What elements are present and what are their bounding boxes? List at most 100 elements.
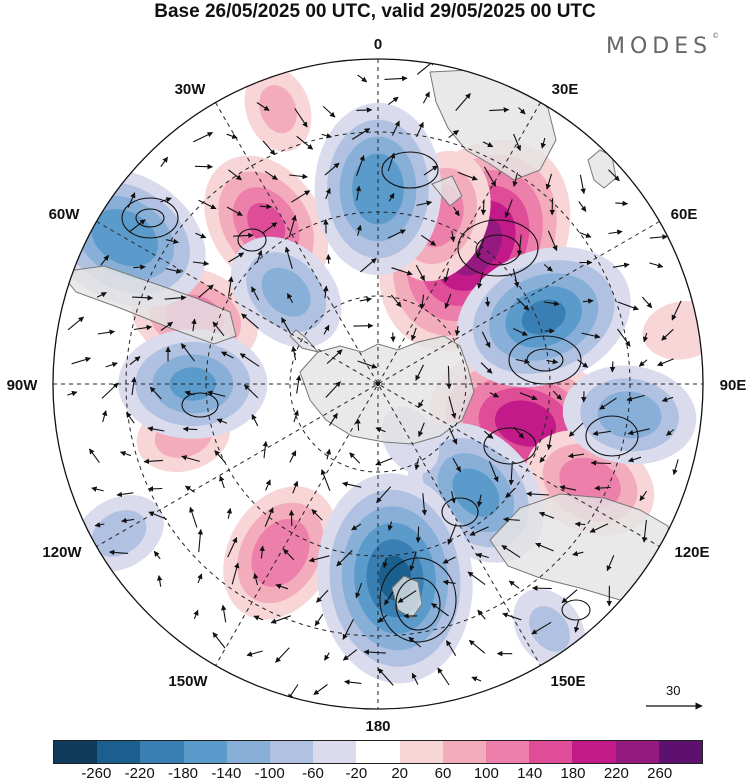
wind-vector: [228, 252, 245, 263]
wind-vector: [253, 615, 264, 621]
wind-vector: [455, 93, 471, 111]
wind-vector: [129, 219, 146, 232]
wind-vector: [468, 639, 486, 654]
wind-vector: [457, 171, 478, 181]
wind-vector: [577, 359, 589, 368]
wind-vector: [476, 494, 483, 508]
wind-vector: [415, 364, 424, 381]
wind-vector: [291, 190, 311, 203]
wind-vector: [384, 75, 408, 82]
wind-vector: [253, 572, 259, 586]
wind-vector: [256, 249, 263, 264]
wind-vector: [314, 613, 324, 627]
wind-vector: [324, 652, 330, 661]
wind-vector: [411, 672, 419, 685]
wind-vector: [197, 528, 204, 553]
wind-vector: [476, 239, 485, 259]
wind-vector: [437, 667, 450, 686]
colorbar-swatch: [270, 741, 314, 763]
wind-vector: [450, 491, 456, 504]
colorbar-swatch: [658, 741, 703, 763]
anomaly-negative-level: [452, 468, 500, 517]
lon-label-120e: 120E: [674, 544, 710, 561]
south-pole-dot: [376, 382, 380, 386]
wind-vector: [642, 332, 649, 343]
wind-vector: [193, 132, 214, 143]
wind-vector: [284, 246, 293, 269]
wind-vector: [544, 300, 560, 307]
wind-vector: [133, 324, 153, 331]
wind-vector: [153, 550, 161, 560]
wind-vector: [311, 509, 323, 521]
wind-vector: [592, 430, 611, 436]
wind-vector: [442, 579, 456, 586]
wind-vector: [489, 392, 500, 398]
wind-vector: [476, 552, 489, 559]
wind-vector: [649, 234, 668, 240]
wind-vector: [390, 294, 402, 308]
wind-vector: [164, 294, 187, 301]
wind-vector: [165, 268, 182, 274]
wind-vector: [156, 575, 163, 587]
wind-vector: [508, 462, 515, 486]
wind-vector: [388, 96, 399, 106]
wind-vector: [251, 414, 259, 427]
wind-vector: [397, 590, 417, 603]
wind-vector: [323, 324, 330, 335]
wind-vector: [454, 326, 461, 336]
wind-vector: [231, 562, 240, 585]
lon-label-30e: 30E: [551, 81, 579, 98]
wind-vector: [513, 426, 525, 439]
wind-vector: [324, 162, 340, 176]
colorbar-tick-label: -60: [302, 765, 324, 782]
brand-name: MODES: [606, 34, 713, 59]
wind-vector: [384, 591, 394, 606]
wind-vector: [100, 254, 110, 266]
wind-vector: [617, 328, 631, 347]
wind-vector: [391, 120, 400, 136]
wind-vector: [594, 485, 611, 491]
wind-vector: [608, 169, 620, 182]
lon-label-90w: 90W: [6, 377, 38, 394]
wind-vector: [149, 386, 162, 400]
wind-vector: [471, 676, 482, 682]
wind-vector: [184, 390, 195, 396]
wind-vector: [160, 197, 172, 203]
wind-vector: [289, 173, 308, 180]
wind-vector: [357, 360, 378, 369]
wind-vector: [221, 351, 234, 359]
wind-vector: [214, 450, 226, 463]
colorbar-tick-label: 220: [603, 765, 629, 782]
wind-vector: [421, 493, 428, 516]
wind-vector: [121, 517, 135, 524]
wind-vector: [322, 105, 336, 118]
lon-label-60w: 60W: [48, 206, 80, 223]
wind-vector: [125, 411, 135, 424]
wind-vector: [342, 481, 362, 488]
wind-vector: [481, 331, 491, 348]
wind-vector: [627, 428, 650, 436]
wind-vector: [446, 640, 457, 656]
wind-vector: [419, 294, 425, 310]
anomaly-negative-level: [597, 391, 662, 439]
colorbar: [53, 740, 703, 764]
wind-vector: [387, 521, 393, 531]
wind-vector: [448, 396, 457, 419]
wind-vector: [420, 234, 437, 246]
lon-label-150e: 150E: [550, 673, 586, 690]
wind-vector: [531, 621, 552, 635]
wind-vector: [410, 327, 417, 341]
wind-vector: [535, 542, 554, 552]
brand-mark: ©: [712, 32, 720, 40]
wind-vector: [226, 507, 233, 519]
wind-vector: [483, 166, 497, 187]
wind-vector: [197, 573, 203, 584]
map-outline: [52, 58, 704, 710]
wind-vector: [275, 647, 290, 663]
wind-vector: [531, 585, 552, 591]
wind-vectors: [67, 59, 682, 700]
wind-vector: [641, 519, 648, 543]
wind-vector: [467, 571, 486, 586]
anomaly-negative-level: [529, 606, 570, 652]
